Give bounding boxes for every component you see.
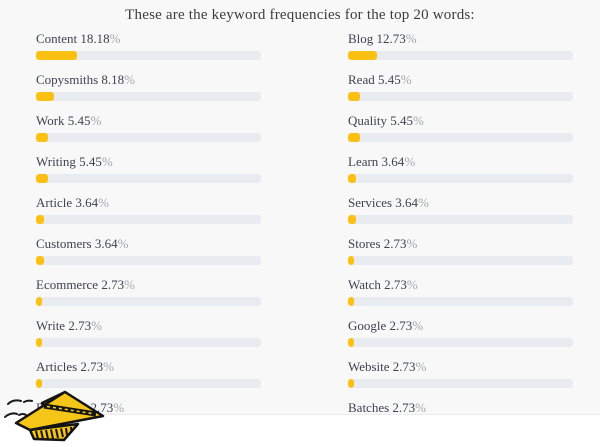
frequency-bar-fill (348, 379, 355, 388)
keyword-row: Stores 2.73% (348, 237, 573, 265)
percent-sign: % (406, 277, 418, 292)
keyword-label: Stores 2.73% (348, 236, 418, 251)
percent-sign: % (415, 400, 426, 415)
frequency-bar-track (348, 338, 573, 347)
keyword-label: Ecommerce 2.73% (36, 277, 135, 292)
keyword-label: Services 3.64% (348, 195, 429, 210)
frequency-bar-fill (36, 133, 49, 142)
page-title: These are the keyword frequencies for th… (125, 7, 475, 23)
frequency-bar-track (348, 174, 573, 183)
percent-sign: % (405, 31, 417, 46)
percent-sign: % (412, 318, 424, 333)
frequency-bar-track (36, 51, 261, 60)
keyword-label: Learn 3.64% (348, 154, 416, 169)
keyword-label: Customers 3.64% (36, 236, 129, 251)
keyword-label: Read 5.45% (348, 72, 412, 87)
frequency-bar-track (36, 174, 261, 183)
keyword-row: Content 18.18% (36, 32, 261, 60)
keyword-row: Articles 2.73% (36, 360, 261, 388)
percent-sign: % (103, 359, 114, 374)
frequency-bar-fill (348, 338, 355, 347)
frequency-bar-fill (348, 133, 361, 142)
frequency-bar-track (36, 133, 261, 142)
frequency-bar-fill (36, 51, 77, 60)
paper-plane-icon (4, 390, 105, 442)
keyword-label: Write 2.73% (36, 318, 102, 333)
frequency-bar-track (348, 256, 573, 265)
frequency-bar-fill (36, 338, 43, 347)
frequency-bar-fill (348, 92, 361, 101)
percent-sign: % (418, 195, 429, 210)
keyword-row: Write 2.73% (36, 319, 261, 347)
frequency-bar-fill (348, 297, 355, 306)
percent-sign: % (400, 72, 412, 87)
keyword-frequency-chart: Content 18.18% Copysmiths 8.18% Work 5.45%… (0, 32, 600, 442)
keyword-label: Writing 5.45% (36, 154, 113, 169)
frequency-bar-fill (36, 215, 45, 224)
keyword-row: Google 2.73% (348, 319, 573, 347)
keyword-label: Batches 2.73% (348, 400, 426, 415)
keyword-row: Blog 12.73% (348, 32, 573, 60)
keyword-row: Watch 2.73% (348, 278, 573, 306)
keyword-row: Customers 3.64% (36, 237, 261, 265)
frequency-bar-fill (348, 51, 377, 60)
chart-column-right: Blog 12.73% Read 5.45% Quality 5.45% Learn … (348, 32, 573, 442)
keyword-row: Learn 3.64% (348, 155, 573, 183)
keyword-label: Content 18.18% (36, 31, 121, 46)
percent-sign: % (109, 31, 121, 46)
keyword-label: Blog 12.73% (348, 31, 417, 46)
percent-sign: % (98, 195, 109, 210)
percent-sign: % (413, 113, 424, 128)
keyword-label: Articles 2.73% (36, 359, 114, 374)
keyword-label: Copysmiths 8.18% (36, 72, 135, 87)
keyword-label: Google 2.73% (348, 318, 424, 333)
footer-band (0, 414, 600, 447)
keyword-row: Article 3.64% (36, 196, 261, 224)
frequency-bar-track (348, 51, 573, 60)
frequency-bar-fill (348, 174, 357, 183)
percent-sign: % (113, 400, 125, 415)
frequency-bar-track (36, 256, 261, 265)
keyword-label: Article 3.64% (36, 195, 109, 210)
frequency-bar-track (348, 92, 573, 101)
keyword-row: Work 5.45% (36, 114, 261, 142)
frequency-bar-track (348, 215, 573, 224)
keyword-label: Website 2.73% (348, 359, 427, 374)
frequency-bar-fill (36, 297, 43, 306)
percent-sign: % (91, 318, 102, 333)
keyword-row: Website 2.73% (348, 360, 573, 388)
percent-sign: % (404, 154, 416, 169)
percent-sign: % (101, 154, 113, 169)
frequency-bar-track (348, 297, 573, 306)
frequency-bar-fill (36, 256, 45, 265)
frequency-bar-track (348, 133, 573, 142)
keyword-row: Writing 5.45% (36, 155, 261, 183)
percent-sign: % (415, 359, 427, 374)
frequency-bar-fill (36, 92, 55, 101)
frequency-bar-track (348, 379, 573, 388)
frequency-bar-fill (348, 256, 355, 265)
frequency-bar-track (36, 379, 261, 388)
percent-sign: % (117, 236, 129, 251)
frequency-bar-fill (348, 215, 357, 224)
keyword-row: Services 3.64% (348, 196, 573, 224)
keyword-row: Copysmiths 8.18% (36, 73, 261, 101)
frequency-bar-fill (36, 174, 49, 183)
percent-sign: % (124, 72, 135, 87)
percent-sign: % (406, 236, 418, 251)
frequency-bar-track (36, 297, 261, 306)
frequency-bar-track (36, 338, 261, 347)
chart-column-left: Content 18.18% Copysmiths 8.18% Work 5.45%… (36, 32, 261, 442)
frequency-bar-track (36, 92, 261, 101)
percent-sign: % (124, 277, 135, 292)
percent-sign: % (90, 113, 102, 128)
keyword-row: Quality 5.45% (348, 114, 573, 142)
frequency-bar-track (36, 215, 261, 224)
keyword-label: Quality 5.45% (348, 113, 424, 128)
keyword-row: Ecommerce 2.73% (36, 278, 261, 306)
keyword-label: Watch 2.73% (348, 277, 418, 292)
keyword-label: Work 5.45% (36, 113, 102, 128)
frequency-bar-fill (36, 379, 43, 388)
keyword-row: Read 5.45% (348, 73, 573, 101)
